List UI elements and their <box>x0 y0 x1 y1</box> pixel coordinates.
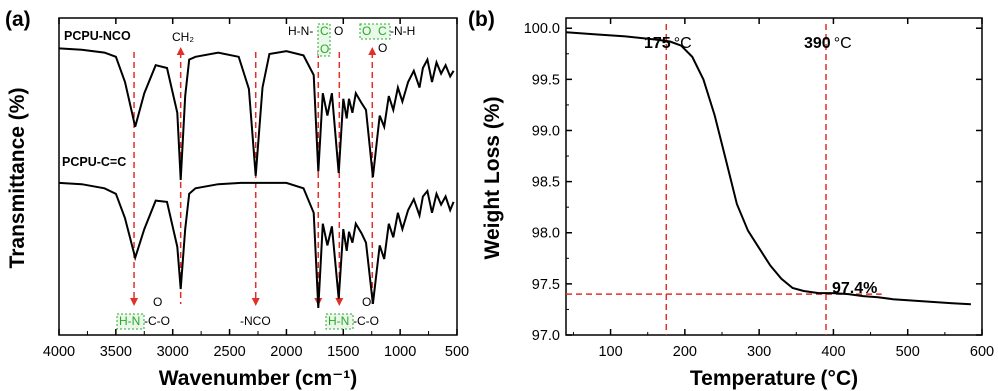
ester-top-dbl-o: O <box>378 41 387 55</box>
peak-label-urethane-bottom-2: H-N -C-O O <box>325 295 379 330</box>
guide-arrowhead-2270 <box>251 298 260 306</box>
panel-a-guide-lines <box>130 47 377 306</box>
guide-arrowhead-1245 <box>368 47 377 55</box>
ester-top-suffix: -N-H <box>390 24 415 38</box>
ester-top-c: C <box>378 24 387 38</box>
highlight-box-oc-top <box>359 23 391 40</box>
panel-b-x-tick-label: 300 <box>747 344 771 360</box>
panel-a-x-tick-label: 1500 <box>327 344 359 360</box>
panel-b-y-axis-title: Weight Loss (%) <box>481 97 504 260</box>
urethane-top-prefix: H-N- <box>288 24 313 38</box>
panel-a-series <box>58 47 455 309</box>
urethane-top-o: O <box>320 42 329 56</box>
series-line-pcpu-nco <box>58 47 455 181</box>
panel-a-x-tick-label: 4000 <box>43 344 75 360</box>
panel-a-x-tick-label: 3500 <box>100 344 132 360</box>
ester-top-o: O <box>362 24 371 38</box>
panel-a-x-tick-label: 1000 <box>384 344 416 360</box>
panel-b-y-tick-label: 99.0 <box>532 123 560 139</box>
panel-a-x-axis-title: Wavenumber (cm⁻¹) <box>159 367 358 390</box>
panel-b-x-axis-title-main: Temperature <box>690 367 816 390</box>
highlight-box-hn-bottom-2 <box>325 313 354 330</box>
panel-b-x-tick-label: 100 <box>598 344 622 360</box>
peak-label-nco-bottom: -NCO <box>240 314 271 328</box>
panel-b-x-tick-label: 400 <box>821 344 845 360</box>
annotation-390-value: 390 <box>804 35 831 52</box>
peak-label-urethane-bottom-1: H-N -C-O O <box>116 295 170 330</box>
annotation-175-unit: °C <box>674 35 692 52</box>
panel-b-y-tick-label: 97.0 <box>532 328 560 344</box>
highlight-box-hn-bottom-1 <box>116 313 145 330</box>
series-label-pcpu-nco: PCPU-NCO <box>64 29 131 43</box>
urethane-bottom-hn-1: H-N <box>119 314 140 328</box>
panel-b-x-tick-label: 200 <box>673 344 697 360</box>
panel-b-x-axis-unit: (°C) <box>821 367 859 390</box>
panel-b: (b) 100 200 300 400 500 600 97.097.598.098.59… <box>468 8 994 390</box>
panel-b-y-ticks: 97.0 97.5 98.0 98.5 99.0 99.5 100.0 <box>524 21 982 344</box>
panel-a-x-tick-label: 500 <box>445 344 469 360</box>
peak-label-urethane-top: H-N- C O O <box>288 23 343 57</box>
annotation-residue: 97.4% <box>832 280 877 297</box>
urethane-bottom-c-2: -C-O <box>353 314 379 328</box>
panel-b-y-tick-label: 98.5 <box>532 175 560 191</box>
panel-b-x-tick-label: 600 <box>970 344 994 360</box>
series-line-pcpu-c-c <box>58 181 455 309</box>
panel-a-x-axis-unit: (cm⁻¹) <box>295 367 357 390</box>
urethane-bottom-o-2: O <box>362 295 371 309</box>
panel-b-letter: (b) <box>468 8 495 31</box>
panel-b-y-tick-label: 98.0 <box>532 226 560 242</box>
panel-a-x-tick-label: 2500 <box>213 344 245 360</box>
panel-b-series <box>565 31 971 306</box>
panel-b-plot-frame <box>565 17 983 336</box>
panel-b-y-tick-label: 100.0 <box>524 21 560 37</box>
annotation-175: 175 °C <box>644 35 692 52</box>
peak-label-ester-top: O C -N-H O <box>359 23 415 55</box>
annotation-175-value: 175 <box>644 35 671 52</box>
urethane-top-dbl-o: O <box>334 24 343 38</box>
panel-a-letter: (a) <box>5 8 31 31</box>
panel-b-x-ticks: 100 200 300 400 500 600 <box>572 18 994 360</box>
panel-b-y-tick-label: 99.5 <box>532 72 560 88</box>
guide-arrowhead-2930 <box>176 47 185 55</box>
urethane-top-c: C <box>320 24 329 38</box>
panel-a-x-tick-label: 2000 <box>270 344 302 360</box>
panel-b-y-tick-label: 97.5 <box>532 277 560 293</box>
panel-a-x-ticks: 4000 3500 3000 2500 2000 1500 1000 500 <box>43 18 469 360</box>
guide-arrowhead-3340 <box>130 298 139 306</box>
panel-a-y-axis-title: Transmittance (%) <box>6 88 29 269</box>
panel-a-x-axis-title-main: Wavenumber <box>159 367 290 390</box>
series-line-weight-loss <box>565 31 971 306</box>
urethane-bottom-o-1: O <box>153 295 162 309</box>
panel-b-x-tick-label: 500 <box>896 344 920 360</box>
annotation-390: 390 °C <box>804 35 852 52</box>
peak-label-ch2: CH₂ <box>172 30 194 44</box>
annotation-390-unit: °C <box>834 35 852 52</box>
series-label-pcpu-cc: PCPU-C=C <box>62 155 126 169</box>
guide-arrowhead-1535 <box>335 298 344 306</box>
panel-a-x-tick-label: 3000 <box>157 344 189 360</box>
panel-a: (a) 4000 3500 3000 2500 2000 1500 1000 500 PCPU… <box>5 8 469 390</box>
highlight-box-c-top <box>317 23 331 57</box>
panel-b-x-axis-title: Temperature (°C) <box>690 367 858 390</box>
urethane-bottom-hn-2: H-N <box>328 314 349 328</box>
urethane-bottom-c-1: -C-O <box>144 314 170 328</box>
